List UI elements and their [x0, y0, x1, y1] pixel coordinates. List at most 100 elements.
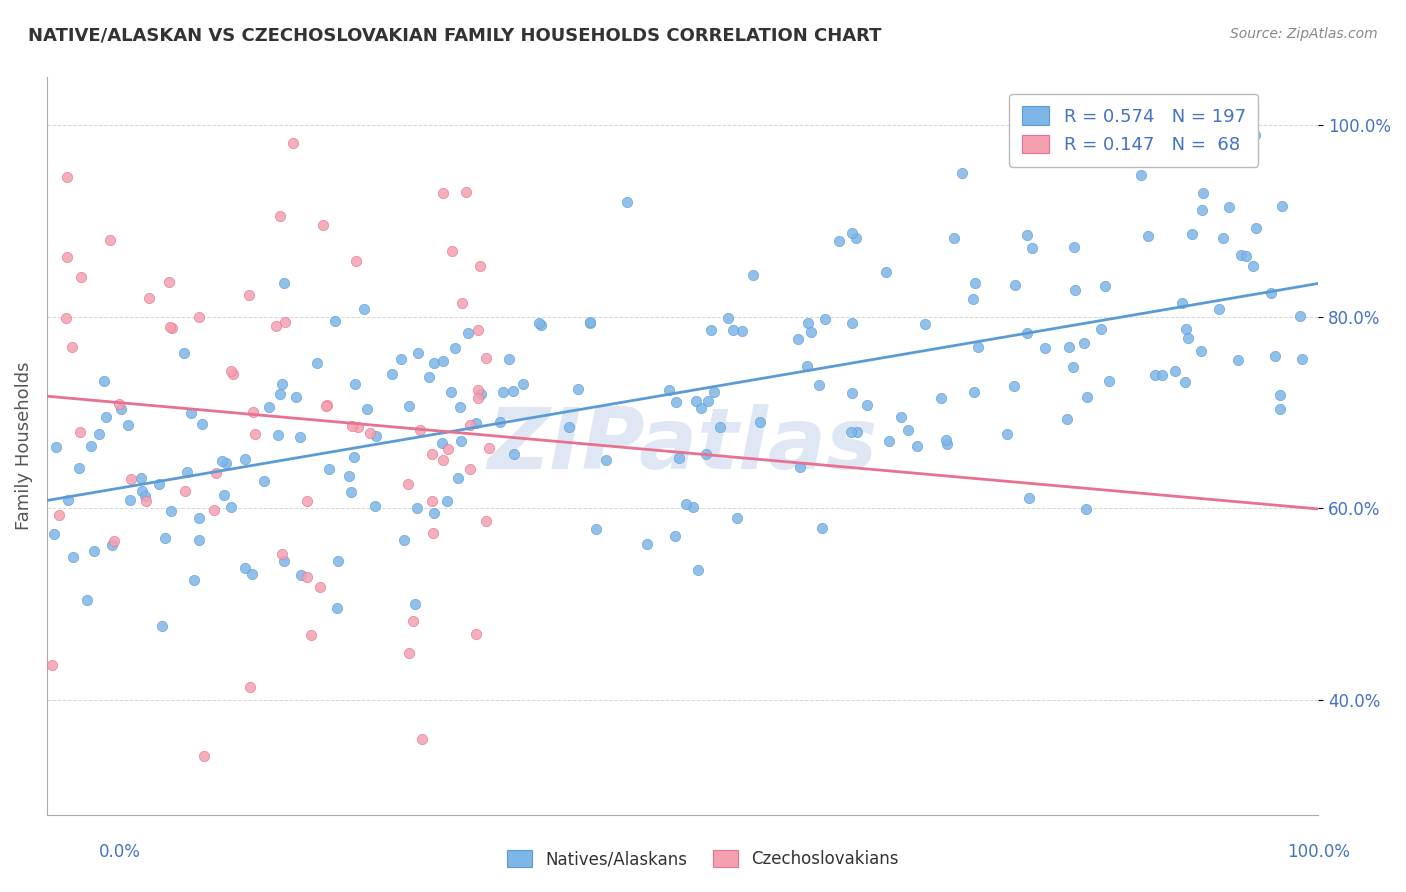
Point [616, 195, 638, 210]
Legend: Natives/Alaskans, Czechoslovakians: Natives/Alaskans, Czechoslovakians [501, 843, 905, 875]
Point [239, 680, 262, 694]
Point [150, 619, 173, 633]
Point [41, 658, 63, 673]
Point [392, 533, 415, 547]
Point [950, 166, 973, 180]
Point [381, 367, 404, 381]
Point [135, 494, 157, 508]
Point [269, 387, 291, 401]
Point [408, 345, 430, 359]
Point [695, 447, 717, 461]
Point [340, 419, 363, 434]
Point [274, 315, 297, 329]
Point [212, 488, 235, 502]
Point [56, 169, 79, 184]
Point [1074, 501, 1097, 516]
Point [353, 301, 375, 316]
Point [253, 474, 276, 488]
Point [478, 441, 501, 455]
Point [1076, 390, 1098, 404]
Point [138, 291, 160, 305]
Point [458, 462, 481, 476]
Point [749, 415, 772, 429]
Point [1137, 228, 1160, 243]
Point [1271, 199, 1294, 213]
Point [897, 423, 920, 437]
Point [406, 501, 429, 516]
Point [440, 384, 463, 399]
Point [797, 317, 820, 331]
Point [1264, 350, 1286, 364]
Point [963, 276, 986, 290]
Point [443, 341, 465, 355]
Point [117, 418, 139, 433]
Point [470, 387, 492, 401]
Point [1174, 375, 1197, 389]
Point [1063, 240, 1085, 254]
Point [270, 547, 292, 561]
Point [110, 402, 132, 417]
Point [675, 497, 697, 511]
Point [1244, 221, 1267, 235]
Point [55, 311, 77, 326]
Point [1289, 310, 1312, 324]
Point [271, 377, 294, 392]
Point [420, 447, 443, 461]
Point [457, 326, 479, 341]
Point [585, 522, 607, 536]
Point [450, 434, 472, 448]
Point [364, 428, 387, 442]
Point [689, 401, 711, 416]
Point [343, 450, 366, 465]
Point [811, 521, 834, 535]
Point [936, 437, 959, 451]
Point [579, 316, 602, 330]
Point [841, 316, 863, 330]
Point [148, 476, 170, 491]
Point [1260, 286, 1282, 301]
Point [789, 459, 811, 474]
Point [1164, 363, 1187, 377]
Point [1241, 259, 1264, 273]
Point [905, 439, 928, 453]
Point [845, 231, 868, 245]
Point [467, 383, 489, 397]
Point [1191, 202, 1213, 217]
Point [273, 277, 295, 291]
Point [396, 477, 419, 491]
Text: Source: ZipAtlas.com: Source: ZipAtlas.com [1230, 27, 1378, 41]
Point [305, 356, 328, 370]
Point [512, 376, 534, 391]
Point [422, 506, 444, 520]
Point [1234, 249, 1257, 263]
Point [83, 544, 105, 558]
Point [595, 453, 617, 467]
Point [875, 265, 897, 279]
Point [56, 250, 79, 264]
Text: 100.0%: 100.0% [1286, 843, 1350, 861]
Point [108, 396, 131, 410]
Point [323, 314, 346, 328]
Point [160, 321, 183, 335]
Point [389, 351, 412, 366]
Point [221, 363, 243, 377]
Point [240, 566, 263, 581]
Point [1143, 368, 1166, 383]
Point [467, 391, 489, 405]
Point [725, 511, 748, 525]
Point [1230, 248, 1253, 262]
Point [285, 390, 308, 404]
Point [935, 433, 957, 447]
Point [129, 471, 152, 485]
Point [432, 453, 454, 467]
Point [814, 311, 837, 326]
Legend: R = 0.574   N = 197, R = 0.147   N =  68: R = 0.574 N = 197, R = 0.147 N = 68 [1010, 94, 1258, 167]
Point [70, 270, 93, 285]
Point [432, 354, 454, 368]
Point [1062, 359, 1084, 374]
Point [87, 427, 110, 442]
Point [187, 533, 209, 548]
Point [1004, 277, 1026, 292]
Point [299, 628, 322, 642]
Point [222, 368, 245, 382]
